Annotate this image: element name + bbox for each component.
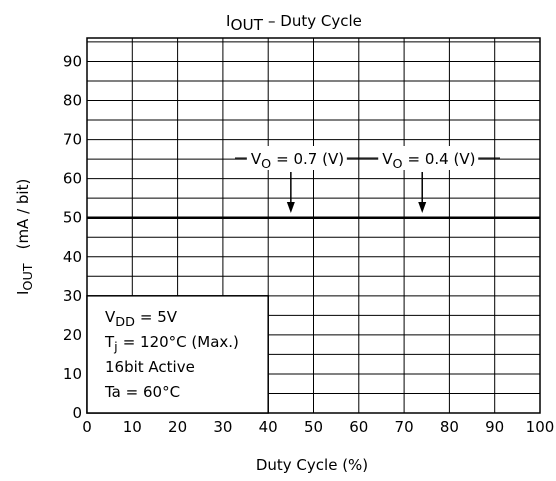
annotation-label-sub: O	[392, 157, 402, 172]
y-axis-label-rest: (mA / bit)	[14, 179, 32, 250]
note-text: Ta = 60°C	[104, 383, 180, 401]
note-text: 16bit Active	[105, 358, 195, 376]
annotation-bg	[246, 146, 347, 170]
x-axis-label: Duty Cycle (%)	[256, 456, 368, 474]
annotation-label: VO = 0.4 (V)	[382, 150, 475, 172]
annotation-label-main: V	[251, 150, 262, 168]
x-tick-label: 70	[395, 418, 414, 436]
annotation-label: VO = 0.7 (V)	[251, 150, 344, 172]
note-text-sub: j	[113, 340, 118, 355]
chart-title-main: I	[226, 12, 230, 30]
plot-frame	[86, 37, 541, 414]
x-tick-label: 90	[485, 418, 504, 436]
y-tick-label: 90	[63, 52, 82, 70]
x-tick-label: 30	[213, 418, 232, 436]
note-text-main: V	[105, 308, 116, 326]
note-box	[86, 295, 269, 414]
y-tick-label: 80	[63, 92, 82, 110]
y-tick-label: 70	[63, 131, 82, 149]
annotation-label-rest: = 0.7 (V)	[276, 150, 344, 168]
y-tick-label: 10	[63, 365, 82, 383]
x-tick-label: 0	[82, 418, 92, 436]
x-tick-label: 20	[168, 418, 187, 436]
y-axis-label-sub: OUT	[21, 263, 36, 290]
y-tick-label: 50	[63, 209, 82, 227]
arrow-head	[418, 202, 427, 213]
y-axis-label: IOUT (mA / bit)	[14, 179, 36, 295]
note-text: Tj = 120°C (Max.)	[104, 333, 239, 355]
note-text-main: Ta = 60°C	[104, 383, 180, 401]
y-tick-label: 20	[63, 326, 82, 344]
x-tick-label: 80	[440, 418, 459, 436]
annotation-label-main: V	[382, 150, 393, 168]
annotation-label-rest: = 0.4 (V)	[408, 150, 476, 168]
y-axis-label-main: I	[14, 291, 32, 295]
y-tick-label: 0	[72, 404, 82, 422]
note-text-sub: DD	[115, 315, 135, 330]
x-tick-label: 60	[349, 418, 368, 436]
note-text-main: T	[104, 333, 115, 351]
annotation-bg	[378, 146, 479, 170]
x-tick-label: 100	[526, 418, 555, 436]
chart-title-sub: OUT	[230, 16, 263, 34]
x-tick-label: 10	[123, 418, 142, 436]
annotation-label-sub: O	[261, 157, 271, 172]
note-text-main: 16bit Active	[105, 358, 195, 376]
y-tick-label: 40	[63, 248, 82, 266]
chart-title-rest: – Duty Cycle	[268, 12, 362, 30]
arrow-head	[286, 202, 295, 213]
y-tick-label: 60	[63, 170, 82, 188]
x-tick-label: 50	[304, 418, 323, 436]
note-text-rest: = 5V	[140, 308, 178, 326]
note-text-rest: = 120°C (Max.)	[123, 333, 239, 351]
note-text: VDD = 5V	[105, 308, 178, 330]
chart-title: IOUT – Duty Cycle	[226, 12, 362, 34]
x-tick-label: 40	[259, 418, 278, 436]
y-tick-label: 30	[63, 287, 82, 305]
